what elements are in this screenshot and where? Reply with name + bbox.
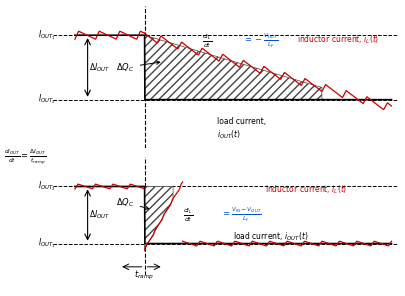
Text: $I_{OUT_1}$: $I_{OUT_1}$ [38,28,56,42]
Text: $\Delta Q_C$: $\Delta Q_C$ [116,61,160,74]
Text: $\frac{di_L}{dt}$: $\frac{di_L}{dt}$ [201,32,211,50]
Text: $\Delta I_{OUT}$: $\Delta I_{OUT}$ [89,61,110,74]
Text: load current, $i_{OUT}(t)$: load current, $i_{OUT}(t)$ [232,231,308,244]
Text: $t_{ramp}$: $t_{ramp}$ [134,269,154,282]
Text: load current,
$i_{OUT}(t)$: load current, $i_{OUT}(t)$ [217,117,266,141]
Text: $= \frac{V_{IN}-V_{OUT}}{L_F}$: $= \frac{V_{IN}-V_{OUT}}{L_F}$ [220,206,261,224]
Text: $\frac{di_{OUT}}{dt} = \frac{\Delta I_{OUT}}{t_{ramp}}$: $\frac{di_{OUT}}{dt} = \frac{\Delta I_{O… [4,147,46,167]
Text: $I_{OUT_1}$: $I_{OUT_1}$ [38,237,56,250]
Text: $\frac{di_L}{dt}$: $\frac{di_L}{dt}$ [182,206,192,224]
Text: $= -\frac{V_{OUT}}{L_F}$: $= -\frac{V_{OUT}}{L_F}$ [242,32,278,50]
Text: $\Delta Q_C$: $\Delta Q_C$ [116,196,148,210]
Polygon shape [144,35,321,100]
Polygon shape [144,186,173,249]
Text: inductor current, $i_L(t)$: inductor current, $i_L(t)$ [296,33,378,46]
Text: $I_{OUT_2}$: $I_{OUT_2}$ [38,93,56,107]
Text: inductor current, $i_L(t)$: inductor current, $i_L(t)$ [264,184,346,196]
Text: $\Delta I_{OUT}$: $\Delta I_{OUT}$ [89,209,110,221]
Text: $I_{OUT_2}$: $I_{OUT_2}$ [38,180,56,193]
